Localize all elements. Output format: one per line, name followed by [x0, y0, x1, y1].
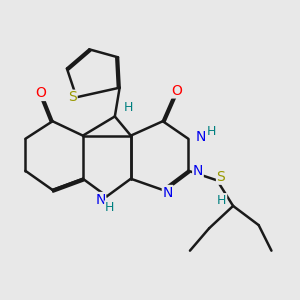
Text: S: S	[217, 170, 225, 184]
Text: H: H	[217, 194, 226, 207]
Text: N: N	[95, 193, 106, 206]
Text: O: O	[35, 86, 46, 100]
Text: H: H	[105, 201, 114, 214]
Text: N: N	[193, 164, 203, 178]
Text: S: S	[68, 90, 77, 104]
Text: N: N	[162, 185, 173, 200]
Text: N: N	[196, 130, 206, 144]
Text: H: H	[207, 125, 216, 138]
Text: O: O	[171, 84, 182, 98]
Text: H: H	[124, 101, 133, 114]
